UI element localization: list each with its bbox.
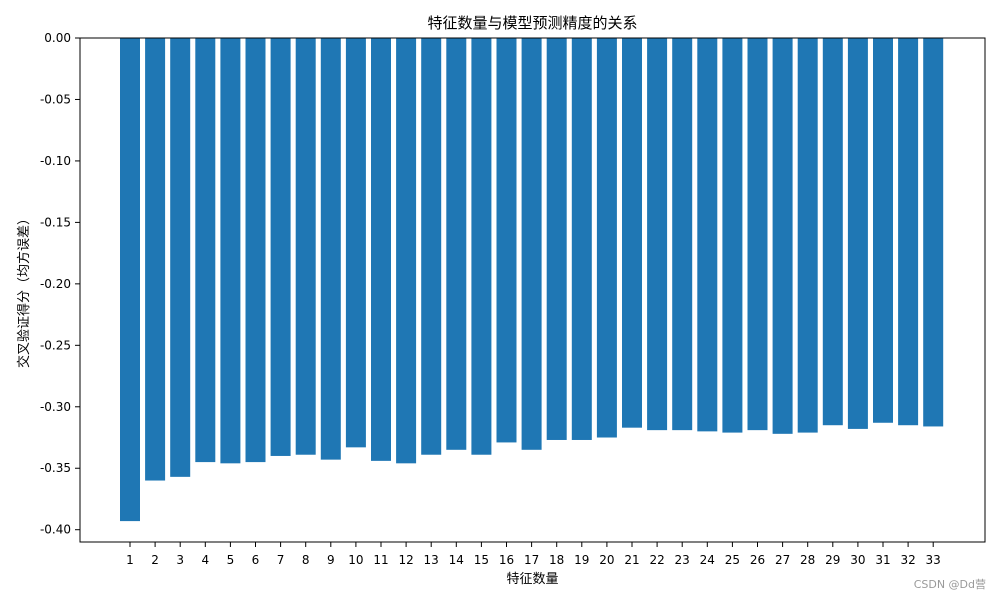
- x-tick-label: 19: [574, 553, 589, 567]
- x-tick-label: 21: [624, 553, 639, 567]
- plot-frame: [79, 37, 986, 543]
- x-tick-label: 33: [926, 553, 941, 567]
- x-tick-label: 26: [750, 553, 765, 567]
- bar-25: [722, 38, 743, 433]
- x-tick-label: 18: [549, 553, 564, 567]
- y-tick-label: -0.40: [40, 523, 71, 537]
- x-tick-label: 15: [474, 553, 489, 567]
- bar-8: [295, 38, 316, 455]
- x-tick-label: 11: [373, 553, 388, 567]
- bar-7: [270, 38, 291, 456]
- bar-6: [245, 38, 266, 463]
- bar-16: [496, 38, 517, 443]
- bar-14: [446, 38, 467, 450]
- bar-24: [697, 38, 718, 432]
- bar-26: [747, 38, 768, 431]
- bar-27: [772, 38, 793, 434]
- bar-1: [120, 38, 140, 522]
- bar-4: [195, 38, 216, 463]
- bar-33: [923, 38, 944, 427]
- bar-21: [622, 38, 642, 428]
- x-tick-label: 24: [700, 553, 715, 567]
- x-tick-label: 13: [424, 553, 439, 567]
- bar-23: [672, 38, 693, 431]
- y-tick-label: 0.00: [44, 31, 71, 45]
- y-tick-label: -0.30: [40, 400, 71, 414]
- x-axis-label: 特征数量: [506, 572, 558, 587]
- chart-title: 特征数量与模型预测精度的关系: [427, 14, 637, 32]
- x-tick-label: 25: [725, 553, 740, 567]
- x-tick-label: 1: [126, 553, 134, 567]
- x-tick-label: 3: [176, 553, 184, 567]
- x-tick-label: 2: [151, 553, 159, 567]
- x-tick-label: 7: [277, 553, 285, 567]
- y-tick-label: -0.15: [40, 215, 71, 229]
- bar-17: [521, 38, 542, 450]
- x-tick-label: 22: [649, 553, 664, 567]
- x-tick-label: 14: [449, 553, 464, 567]
- bar-10: [345, 38, 366, 448]
- x-axis: 1 2 3 4 5 6 7 8 9 10 11 12 13 14 15 16 17 18 19 20 21 22 23 24 2…: [126, 542, 941, 567]
- x-tick-label: 5: [227, 553, 235, 567]
- bars-group: [120, 38, 944, 522]
- bar-22: [647, 38, 668, 431]
- bar-9: [320, 38, 341, 460]
- x-tick-label: 10: [348, 553, 363, 567]
- bar-5: [220, 38, 241, 464]
- bar-2: [145, 38, 166, 481]
- x-tick-label: 20: [599, 553, 614, 567]
- bar-29: [822, 38, 843, 426]
- x-tick-label: 6: [252, 553, 260, 567]
- bar-32: [898, 38, 919, 426]
- bar-28: [797, 38, 818, 433]
- y-tick-label: -0.25: [40, 338, 71, 352]
- x-tick-label: 8: [302, 553, 310, 567]
- x-tick-label: 28: [800, 553, 815, 567]
- bar-18: [546, 38, 567, 440]
- y-axis: 0.00 -0.05 -0.10 -0.15 -0.20 -0.25 -0.30 -0.35 -…: [40, 31, 80, 537]
- x-tick-label: 16: [499, 553, 514, 567]
- y-tick-label: -0.05: [40, 92, 71, 106]
- y-tick-label: -0.10: [40, 154, 71, 168]
- x-tick-label: 4: [201, 553, 209, 567]
- x-tick-label: 32: [900, 553, 915, 567]
- bar-13: [421, 38, 442, 455]
- x-tick-label: 29: [825, 553, 840, 567]
- bar-20: [596, 38, 617, 438]
- x-tick-label: 27: [775, 553, 790, 567]
- x-tick-label: 23: [675, 553, 690, 567]
- bar-30: [847, 38, 868, 429]
- bar-3: [170, 38, 191, 477]
- bar-12: [396, 38, 417, 464]
- x-tick-label: 9: [327, 553, 335, 567]
- x-tick-label: 17: [524, 553, 539, 567]
- y-axis-label: 交叉验证得分（均方误差）: [16, 212, 32, 368]
- bar-19: [571, 38, 592, 440]
- bar-15: [471, 38, 492, 455]
- x-tick-label: 30: [850, 553, 865, 567]
- y-tick-label: -0.35: [40, 461, 71, 475]
- bar-11: [371, 38, 391, 461]
- x-tick-label: 12: [398, 553, 413, 567]
- x-tick-label: 31: [875, 553, 890, 567]
- bar-31: [873, 38, 893, 423]
- y-tick-label: -0.20: [40, 277, 71, 291]
- watermark: CSDN @Dd营: [913, 578, 986, 591]
